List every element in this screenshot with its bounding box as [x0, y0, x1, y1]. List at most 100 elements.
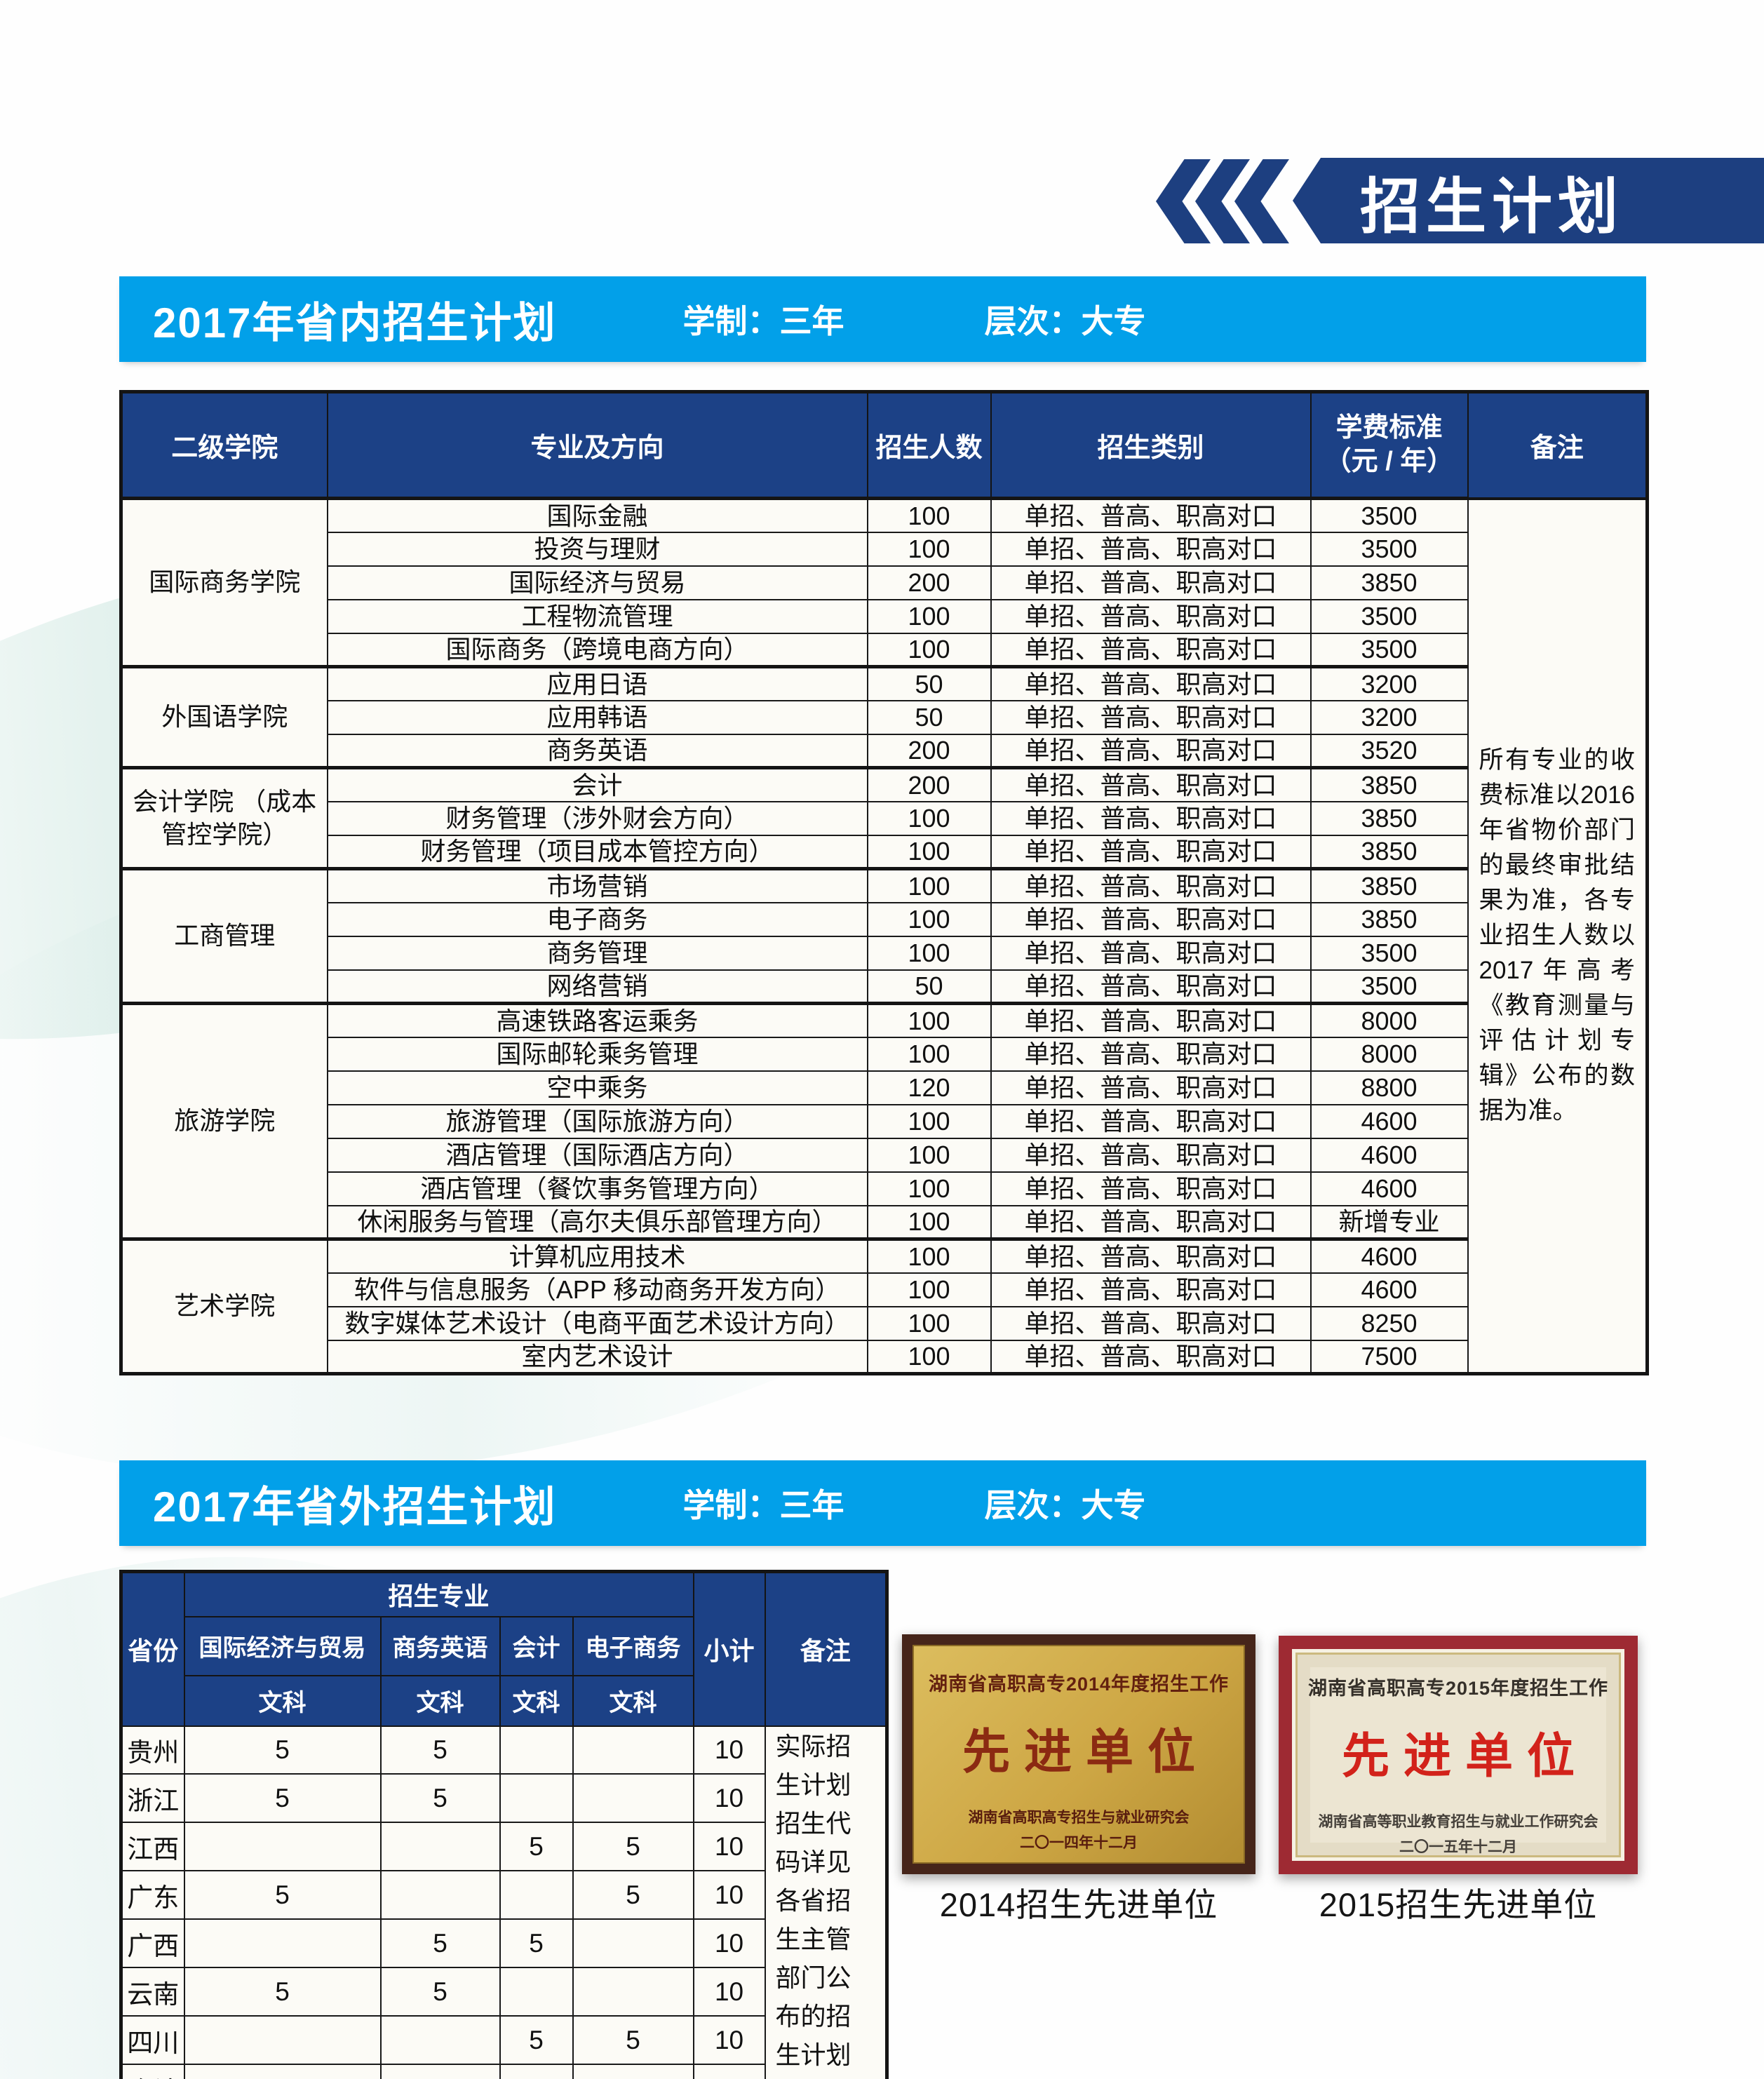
count-cell: 100	[866, 531, 992, 567]
count-cell: 100	[866, 1002, 992, 1038]
count-cell: 100	[866, 497, 992, 533]
college-cell: 旅游学院	[120, 1002, 328, 1240]
tuition-cell: 3520	[1309, 733, 1469, 769]
table-row: 财务管理（涉外财会方向） 100 单招、普高、职高对口 3850	[121, 800, 1648, 836]
category-cell: 单招、普高、职高对口	[990, 497, 1312, 533]
category-cell: 单招、普高、职高对口	[990, 531, 1312, 567]
value-cell: 5	[499, 1822, 574, 1872]
tuition-cell: 3850	[1309, 834, 1469, 870]
province-cell: 云南	[120, 1967, 185, 2017]
tuition-cell: 3500	[1309, 497, 1469, 533]
count-cell: 100	[866, 1171, 992, 1206]
category-cell: 单招、普高、职高对口	[990, 565, 1312, 600]
category-cell: 单招、普高、职高对口	[990, 1002, 1312, 1038]
value-cell: 5	[572, 2015, 694, 2066]
in-province-banner: 2017年省内招生计划 学制：三年 层次：大专	[119, 276, 1646, 362]
table-row: 应用韩语 50 单招、普高、职高对口 3200	[121, 699, 1648, 735]
table-row: 浙江 5 5 10	[120, 1773, 887, 1824]
table-row: 国际邮轮乘务管理 100 单招、普高、职高对口 8000	[121, 1036, 1648, 1072]
count-cell: 50	[866, 665, 992, 701]
value-cell: 15	[499, 2064, 574, 2079]
major-cell: 会计	[326, 766, 868, 802]
award-plaque-2015: 湖南省高职高专2015年度招生工作 先进单位 湖南省高等职业教育招生与就业工作研…	[1279, 1636, 1638, 1874]
count-cell: 100	[866, 1237, 992, 1274]
value-cell: 5	[379, 1773, 501, 1824]
table-row: 工商管理 市场营销 100 单招、普高、职高对口 3850	[120, 867, 1648, 1004]
level-label: 层次：大专	[984, 303, 1146, 339]
value-cell	[572, 1918, 694, 1969]
tuition-cell: 4600	[1309, 1272, 1469, 1307]
value-cell: 5	[499, 1918, 574, 1969]
col-header-major-3: 电子商务	[572, 1615, 694, 1676]
count-cell: 100	[866, 1305, 992, 1341]
value-cell: 20	[183, 2064, 382, 2079]
count-cell: 100	[866, 901, 992, 937]
count-cell: 50	[866, 699, 992, 735]
table-row: 江西 5 5 10	[120, 1822, 887, 1872]
category-cell: 单招、普高、职高对口	[990, 901, 1312, 937]
value-cell	[572, 1725, 694, 1775]
count-cell: 120	[866, 1070, 992, 1105]
plaque-title: 湖南省高职高专2014年度招生工作	[928, 1674, 1230, 1695]
count-cell: 50	[866, 969, 992, 1004]
table-row: 云南 5 5 10	[120, 1967, 887, 2017]
col-header-track: 文科	[183, 1674, 382, 1727]
province-cell: 贵州	[120, 1725, 185, 1775]
out-province-table-body: 贵州5510实际招生计划招生代码详见各省招生主管部门公布的招生计划专辑浙江551…	[120, 1725, 888, 2079]
value-cell: 5	[379, 1967, 501, 2017]
col-header-category: 招生类别	[990, 391, 1312, 500]
subtotal-cell: 10	[692, 1870, 766, 1920]
major-cell: 旅游管理（国际旅游方向）	[326, 1103, 868, 1139]
out-province-table-header: 省份 招生专业 小计 备注 国际经济与贸易 商务英语 会计 电子商务 文科 文科…	[120, 1570, 888, 1727]
value-cell: 5	[183, 1725, 382, 1775]
value-cell	[379, 1870, 501, 1920]
in-province-table-body: 国际商务学院 国际金融 100 单招、普高、职高对口 3500 所有专业的收费标准以201…	[120, 497, 1648, 1375]
col-header-track: 文科	[572, 1674, 694, 1727]
table-row: 国际商务（跨境电商方向） 100 单招、普高、职高对口 3500	[121, 632, 1648, 668]
plaque-caption-2014: 2014招生先进单位	[939, 1885, 1218, 1923]
tuition-cell: 3200	[1309, 665, 1469, 701]
count-cell: 100	[866, 1272, 992, 1307]
tuition-cell: 3850	[1309, 766, 1469, 802]
value-cell: 15	[572, 2064, 694, 2079]
subtotal-cell: 10	[692, 1773, 766, 1824]
college-cell: 工商管理	[120, 867, 328, 1004]
major-cell: 市场营销	[326, 867, 868, 903]
table-row: 外国语学院 应用日语 50 单招、普高、职高对口 3200	[120, 665, 1648, 769]
table-row: 合计2020151570	[120, 2064, 887, 2079]
table-row: 旅游学院 高速铁路客运乘务 100 单招、普高、职高对口 8000	[120, 1002, 1648, 1240]
count-cell: 100	[866, 1204, 992, 1240]
tuition-cell: 3500	[1309, 531, 1469, 567]
tuition-cell: 3200	[1309, 699, 1469, 735]
table-row: 商务管理 100 单招、普高、职高对口 3500	[121, 935, 1648, 971]
tuition-cell: 4600	[1309, 1103, 1469, 1139]
page-title-ribbon: 招生计划	[1293, 158, 1764, 243]
plaque-date: 二〇一四年十二月	[1020, 1835, 1138, 1851]
tuition-cell: 8000	[1309, 1002, 1469, 1038]
col-header-tuition-line2: （元 / 年）	[1324, 446, 1454, 476]
category-cell: 单招、普高、职高对口	[990, 1237, 1312, 1274]
province-cell: 合计	[120, 2064, 185, 2079]
table-row: 旅游管理（国际旅游方向） 100 单招、普高、职高对口 4600	[121, 1103, 1648, 1139]
category-cell: 单招、普高、职高对口	[990, 699, 1312, 735]
out-province-table: 省份 招生专业 小计 备注 国际经济与贸易 商务英语 会计 电子商务 文科 文科…	[119, 1570, 889, 2079]
count-cell: 100	[866, 1036, 992, 1072]
in-province-table: 二级学院 专业及方向 招生人数 招生类别 学费标准 （元 / 年） 备注 国际商…	[119, 390, 1649, 1375]
category-cell: 单招、普高、职高对口	[990, 867, 1312, 903]
major-cell: 高速铁路客运乘务	[326, 1002, 868, 1038]
value-cell: 5	[379, 1918, 501, 1969]
count-cell: 200	[866, 733, 992, 769]
value-cell	[183, 1918, 382, 1969]
major-cell: 电子商务	[326, 901, 868, 937]
count-cell: 100	[866, 800, 992, 836]
major-cell: 酒店管理（国际酒店方向）	[326, 1137, 868, 1173]
college-cell: 外国语学院	[120, 665, 328, 769]
table-row: 四川 5 5 10	[120, 2015, 887, 2066]
value-cell: 20	[379, 2064, 501, 2079]
count-cell: 100	[866, 1103, 992, 1139]
major-cell: 计算机应用技术	[326, 1237, 868, 1274]
subtotal-cell: 10	[692, 1918, 766, 1969]
college-cell: 会计学院 （成本管控学院）	[120, 766, 328, 870]
col-header-count: 招生人数	[866, 391, 992, 500]
